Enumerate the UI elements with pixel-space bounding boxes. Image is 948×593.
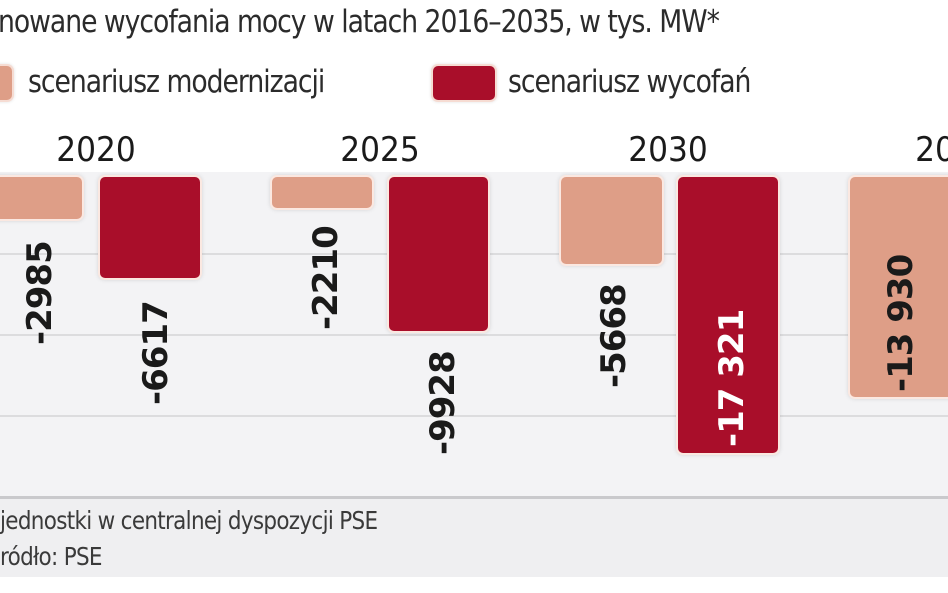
footer xyxy=(0,499,948,577)
value-label-2030-wycofan: -17 321 xyxy=(712,309,752,447)
year-label-2030: 2030 xyxy=(628,130,708,170)
legend-label-modernizacji: scenariusz modernizacji xyxy=(28,64,325,100)
footnote: jednostki w centralnej dyspozycji PSE xyxy=(0,506,378,535)
gridline xyxy=(0,334,948,336)
value-label-2025-wycofan: -9928 xyxy=(423,351,463,455)
bar-2025-wycofan xyxy=(389,177,488,331)
gridline xyxy=(0,415,948,417)
legend-label-wycofan: scenariusz wycofań xyxy=(508,64,751,100)
year-label-2035: 20 xyxy=(915,130,948,170)
value-label-2025-modernizacji: -2210 xyxy=(306,226,346,330)
bar-2030-modernizacji xyxy=(561,177,662,264)
legend-swatch-modernizacji xyxy=(0,66,12,100)
value-label-2030-modernizacji: -5668 xyxy=(594,284,634,388)
year-label-2020: 2020 xyxy=(56,130,136,170)
value-label-2035-modernizacji: -13 930 xyxy=(881,254,921,392)
bar-2030-wycofan xyxy=(678,177,778,453)
year-label-2025: 2025 xyxy=(340,130,420,170)
axis-bottom xyxy=(0,496,948,499)
legend-swatch-wycofan xyxy=(433,66,495,100)
chart-title: nowane wycofania mocy w latach 2016–2035… xyxy=(0,4,720,40)
bar-2020-wycofan xyxy=(100,177,200,278)
value-label-2020-modernizacji: -2985 xyxy=(20,241,60,345)
bar-2020-modernizacji xyxy=(0,177,82,219)
value-label-2020-wycofan: -6617 xyxy=(136,301,176,405)
source-note: ródło: PSE xyxy=(0,542,103,571)
bar-2025-modernizacji xyxy=(272,177,372,208)
bar-2035-modernizacji xyxy=(850,177,948,397)
